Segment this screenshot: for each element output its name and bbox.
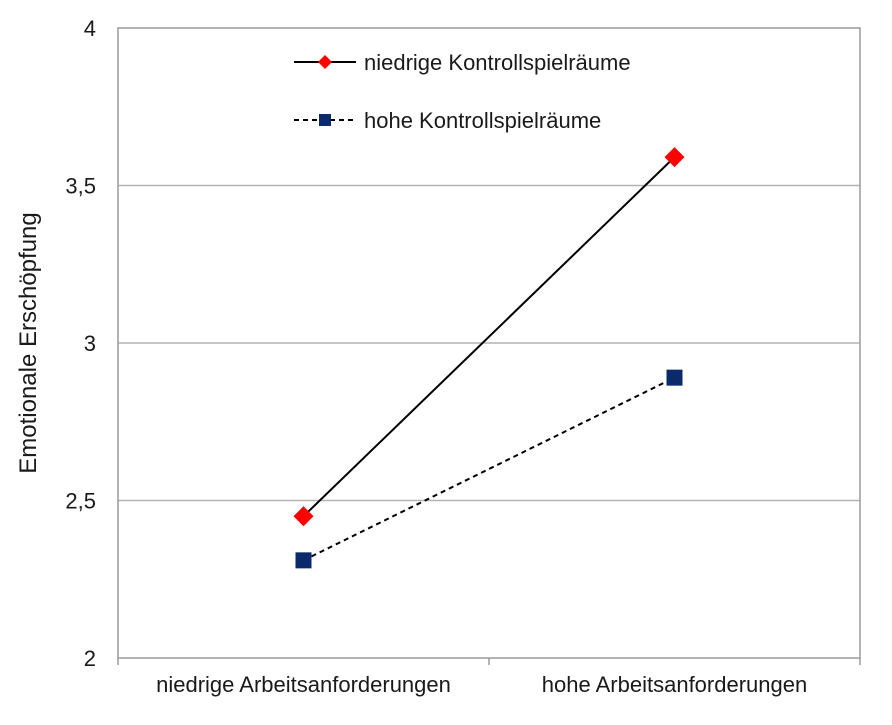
- legend-label: hohe Kontrollspielräume: [364, 108, 601, 133]
- y-tick-label: 3,5: [65, 174, 96, 199]
- diamond-marker: [664, 147, 685, 168]
- series-line: [303, 376, 675, 562]
- square-marker: [295, 552, 312, 569]
- legend-item: hohe Kontrollspielräume: [294, 108, 601, 133]
- square-marker: [666, 369, 683, 386]
- legend-label: niedrige Kontrollspielräume: [364, 50, 631, 75]
- x-category-label: niedrige Arbeitsanforderungen: [156, 672, 451, 697]
- series: [293, 147, 685, 569]
- diamond-marker: [293, 506, 314, 527]
- y-axis-label: Emotionale Erschöpfung: [15, 212, 42, 474]
- y-tick-label: 4: [84, 16, 96, 41]
- x-axis-ticks: niedrige Arbeitsanforderungen hohe Arbeit…: [117, 658, 861, 697]
- y-tick-label: 3: [84, 331, 96, 356]
- y-tick-label: 2,5: [65, 489, 96, 514]
- x-category-label: hohe Arbeitsanforderungen: [542, 672, 807, 697]
- series-line: [302, 156, 676, 517]
- series-hohe-kontrollspielraeume: [295, 369, 683, 569]
- legend: niedrige Kontrollspielräume hohe Kontroll…: [294, 50, 631, 133]
- grid: [118, 184, 860, 502]
- y-tick-label: 2: [84, 646, 96, 671]
- series-niedrige-kontrollspielraeume: [293, 147, 685, 527]
- y-axis-ticks: 2 2,5 3 3,5 4: [65, 16, 96, 671]
- legend-item: niedrige Kontrollspielräume: [294, 50, 631, 75]
- square-marker: [319, 114, 331, 126]
- diamond-marker: [318, 55, 332, 69]
